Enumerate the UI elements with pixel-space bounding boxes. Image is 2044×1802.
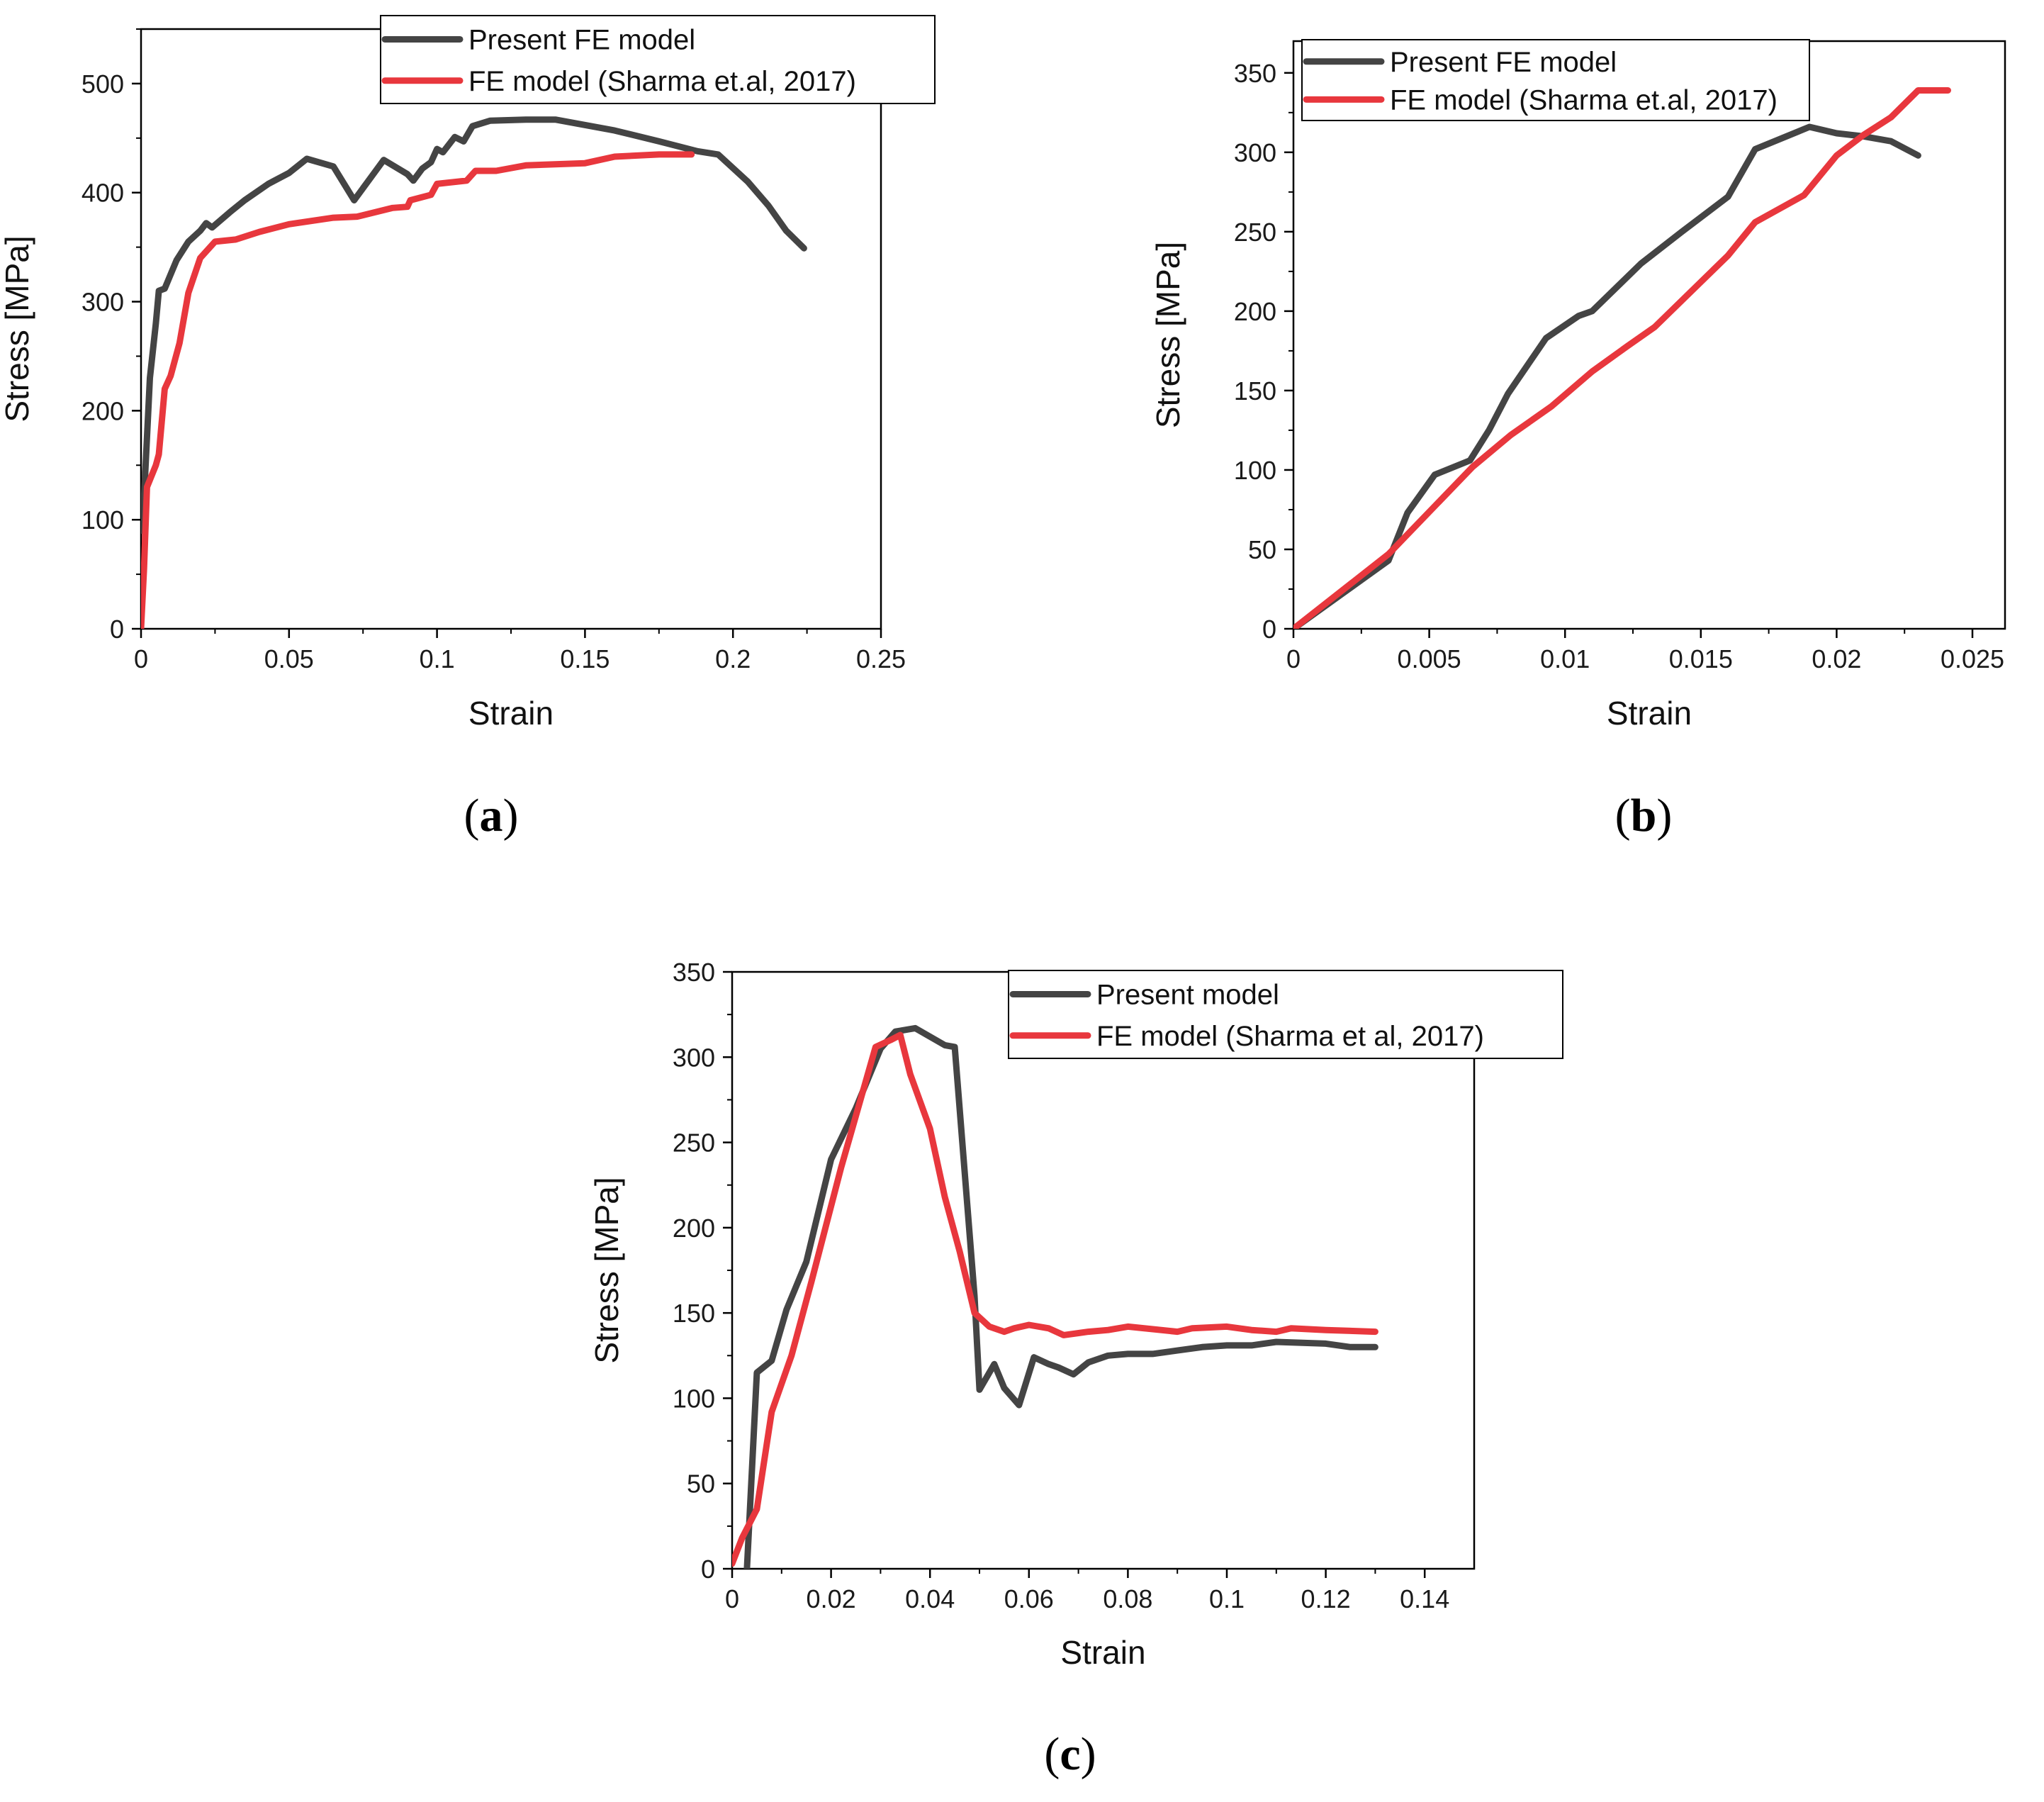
x-tick-label: 0.2 [715, 644, 751, 673]
series-line-sharma-model [1293, 87, 1951, 629]
legend-box [380, 15, 936, 104]
y-tick-label: 50 [1248, 535, 1276, 564]
y-tick-label: 250 [673, 1129, 715, 1158]
chart-panel-c: 0 0.02 0.04 0.06 0.08 0.1 0.12 0.14 0 50 100 150 200… [588, 958, 1563, 1780]
series-line-sharma-model [732, 1031, 1378, 1567]
x-tick-label: 0.06 [1004, 1584, 1054, 1613]
series-line-sharma-model [141, 151, 695, 629]
series-line-present-model [141, 116, 807, 535]
legend-label: Present FE model [468, 24, 695, 55]
y-tick-label: 0 [1262, 615, 1276, 644]
legend-label: FE model (Sharma et.al, 2017) [1390, 84, 1778, 116]
x-axis-title: Strain [1607, 695, 1692, 732]
x-tick-label: 0 [1286, 644, 1301, 673]
y-axis-title: Stress [MPa] [0, 235, 35, 422]
x-tick-label: 0.05 [264, 644, 314, 673]
y-tick-label: 200 [673, 1214, 715, 1243]
x-axis-title: Strain [468, 695, 554, 732]
x-tick-label: 0.14 [1400, 1584, 1449, 1613]
y-tick-label: 0 [110, 615, 124, 644]
y-tick-label: 250 [1234, 218, 1276, 247]
y-tick-label: 100 [82, 505, 124, 535]
x-tick-label: 0.1 [420, 644, 455, 673]
series-line-present-model [1293, 123, 1921, 629]
y-tick-label: 50 [687, 1470, 715, 1499]
legend-label: FE model (Sharma et.al, 2017) [468, 66, 856, 97]
y-axis-title: Stress [MPa] [588, 1177, 625, 1363]
panel-label: (c) [1044, 1728, 1096, 1780]
legend-label: Present FE model [1390, 47, 1617, 78]
y-tick-label: 300 [673, 1043, 715, 1072]
y-tick-label: 150 [1234, 376, 1276, 405]
legend-label: Present model [1096, 979, 1279, 1010]
x-tick-label: 0.1 [1209, 1584, 1245, 1613]
panel-label: (b) [1615, 790, 1673, 841]
chart-panel-b: 0 0.005 0.01 0.015 0.02 0.025 0 50 100 150 200 250 3… [1150, 39, 2006, 841]
x-tick-label: 0.02 [1812, 644, 1861, 673]
y-tick-label: 350 [1234, 59, 1276, 88]
x-tick-label: 0.02 [807, 1584, 856, 1613]
y-tick-label: 500 [82, 69, 124, 99]
series-line-present-model [743, 1024, 1378, 1569]
legend-box [1008, 970, 1563, 1059]
x-tick-label: 0 [134, 644, 148, 673]
x-tick-label: 0.08 [1103, 1584, 1152, 1613]
x-tick-label: 0.005 [1398, 644, 1461, 673]
x-tick-label: 0 [725, 1584, 739, 1613]
x-tick-label: 0.25 [856, 644, 906, 673]
x-tick-label: 0.15 [560, 644, 610, 673]
y-tick-label: 300 [82, 288, 124, 317]
x-tick-label: 0.01 [1540, 644, 1590, 673]
legend-box [1301, 39, 1810, 121]
y-tick-label: 100 [673, 1384, 715, 1413]
y-tick-label: 300 [1234, 138, 1276, 167]
x-axis-title: Strain [1060, 1634, 1145, 1671]
x-tick-label: 0.04 [905, 1584, 955, 1613]
chart-panel-a: 0 0.05 0.1 0.15 0.2 0.25 0 100 200 300 400 500 Strai… [0, 15, 936, 841]
y-tick-label: 100 [1234, 456, 1276, 485]
y-tick-label: 150 [673, 1299, 715, 1328]
x-tick-label: 0.025 [1941, 644, 2004, 673]
legend-label: FE model (Sharma et al, 2017) [1096, 1021, 1484, 1052]
y-tick-label: 350 [673, 958, 715, 987]
y-tick-label: 200 [82, 396, 124, 425]
y-tick-label: 0 [701, 1555, 715, 1584]
panel-label: (a) [464, 790, 519, 841]
x-tick-label: 0.12 [1301, 1584, 1351, 1613]
x-tick-label: 0.015 [1669, 644, 1733, 673]
y-axis-title: Stress [MPa] [1150, 242, 1186, 428]
y-tick-label: 200 [1234, 297, 1276, 326]
y-tick-label: 400 [82, 179, 124, 208]
